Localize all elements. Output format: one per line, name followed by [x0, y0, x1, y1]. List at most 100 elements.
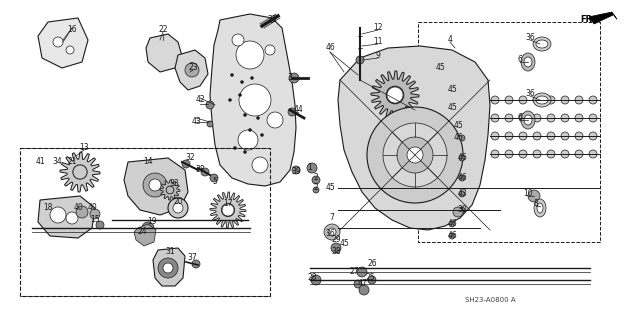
Circle shape — [236, 41, 264, 69]
Text: 24: 24 — [137, 227, 147, 236]
Circle shape — [206, 101, 214, 109]
Circle shape — [368, 276, 376, 284]
Text: 12: 12 — [373, 24, 383, 33]
Circle shape — [519, 114, 527, 122]
Circle shape — [354, 280, 362, 288]
Circle shape — [143, 173, 167, 197]
Polygon shape — [124, 158, 188, 215]
Circle shape — [533, 96, 541, 104]
Text: 2: 2 — [314, 183, 318, 192]
Text: 46: 46 — [453, 133, 463, 143]
Circle shape — [575, 96, 583, 104]
Text: 40: 40 — [87, 204, 97, 212]
Circle shape — [239, 93, 241, 97]
Text: 8: 8 — [534, 199, 538, 209]
Bar — [20, 148, 270, 296]
Circle shape — [387, 87, 403, 103]
Text: 19: 19 — [147, 218, 157, 226]
Text: 40: 40 — [73, 204, 83, 212]
Text: 46: 46 — [325, 43, 335, 53]
Text: 46: 46 — [447, 232, 457, 241]
Circle shape — [210, 174, 218, 182]
Circle shape — [313, 187, 319, 193]
Circle shape — [248, 129, 252, 131]
Circle shape — [519, 132, 527, 140]
Text: 38: 38 — [331, 248, 341, 256]
Circle shape — [289, 73, 299, 83]
Text: 15: 15 — [90, 216, 100, 225]
Circle shape — [166, 186, 174, 194]
Circle shape — [519, 96, 527, 104]
Text: 45: 45 — [447, 103, 457, 113]
Text: 14: 14 — [143, 158, 153, 167]
Ellipse shape — [534, 199, 546, 217]
Circle shape — [505, 96, 513, 104]
Circle shape — [397, 137, 433, 173]
Circle shape — [357, 267, 367, 277]
Circle shape — [158, 258, 178, 278]
Circle shape — [383, 123, 447, 187]
Circle shape — [288, 108, 296, 116]
Ellipse shape — [524, 115, 532, 125]
Circle shape — [265, 45, 275, 55]
Text: 42: 42 — [195, 95, 205, 105]
Circle shape — [367, 107, 463, 203]
Text: 32: 32 — [185, 153, 195, 162]
Circle shape — [149, 179, 161, 191]
Circle shape — [459, 155, 465, 161]
Text: 6: 6 — [518, 114, 522, 122]
Circle shape — [243, 114, 246, 116]
Text: 23: 23 — [188, 63, 198, 72]
Circle shape — [311, 275, 321, 285]
Ellipse shape — [536, 40, 548, 48]
Circle shape — [312, 176, 320, 184]
Text: 47: 47 — [357, 279, 367, 288]
Text: 46: 46 — [457, 174, 467, 182]
Text: 36: 36 — [325, 229, 335, 239]
Ellipse shape — [533, 37, 551, 51]
Ellipse shape — [536, 96, 548, 104]
Circle shape — [505, 132, 513, 140]
Circle shape — [528, 190, 540, 202]
Circle shape — [163, 263, 173, 273]
Circle shape — [449, 221, 455, 227]
Text: 38: 38 — [195, 166, 205, 174]
Polygon shape — [210, 14, 296, 186]
Circle shape — [222, 204, 234, 216]
Text: 46: 46 — [447, 219, 457, 228]
Text: 33: 33 — [169, 180, 179, 189]
Text: 31: 31 — [165, 248, 175, 256]
Text: 45: 45 — [447, 85, 457, 94]
Circle shape — [491, 96, 499, 104]
Circle shape — [207, 121, 213, 127]
Circle shape — [589, 96, 597, 104]
Bar — [418, 22, 600, 242]
Circle shape — [575, 132, 583, 140]
Circle shape — [533, 150, 541, 158]
Circle shape — [533, 132, 541, 140]
Circle shape — [459, 207, 465, 213]
Polygon shape — [175, 50, 208, 90]
Text: 45: 45 — [435, 63, 445, 72]
Circle shape — [192, 260, 200, 268]
Text: FR.: FR. — [580, 16, 596, 25]
Circle shape — [221, 204, 235, 217]
Text: 45: 45 — [325, 183, 335, 192]
Polygon shape — [38, 18, 88, 68]
Circle shape — [252, 157, 268, 173]
Circle shape — [239, 84, 271, 116]
Circle shape — [589, 132, 597, 140]
Circle shape — [307, 163, 317, 173]
Circle shape — [459, 191, 465, 197]
Text: 41: 41 — [35, 158, 45, 167]
Circle shape — [324, 224, 340, 240]
Text: 5: 5 — [212, 177, 218, 187]
Ellipse shape — [537, 203, 543, 213]
Circle shape — [589, 114, 597, 122]
Text: 11: 11 — [373, 38, 383, 47]
Polygon shape — [60, 152, 100, 192]
Ellipse shape — [524, 57, 532, 67]
Text: 26: 26 — [367, 259, 377, 269]
Circle shape — [257, 116, 259, 120]
Circle shape — [142, 222, 154, 234]
